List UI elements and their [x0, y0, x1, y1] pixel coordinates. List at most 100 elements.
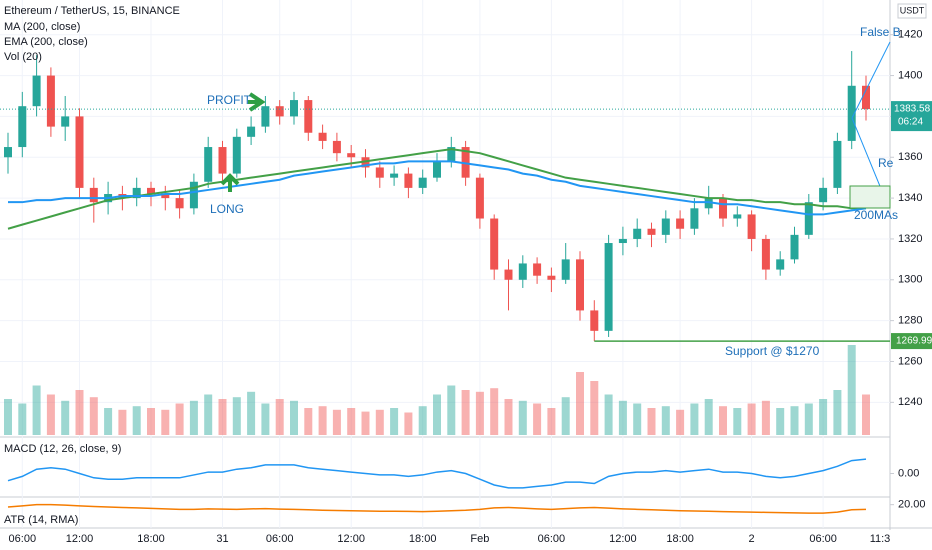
volume-bar [175, 403, 184, 435]
volume-bar [375, 409, 384, 435]
volume-bar [390, 408, 399, 435]
candle-body [318, 132, 327, 141]
volume-bar [32, 385, 41, 435]
candle-body [189, 181, 198, 209]
annotation: PROFIT [207, 93, 252, 107]
volume-bar [719, 406, 727, 435]
annotation: False B [860, 25, 901, 39]
volume-bar [4, 399, 12, 435]
candle-body [4, 147, 12, 158]
volume-bar [118, 409, 127, 435]
candle-body [647, 228, 656, 235]
candle-body [418, 177, 427, 188]
profit-arrow [248, 92, 266, 112]
candle-body [719, 198, 727, 219]
legend-ma: MA (200, close) [4, 21, 80, 33]
candle-body [761, 238, 770, 270]
legend-volume: Vol (20) [4, 51, 42, 63]
candle-body [175, 198, 184, 209]
volume-bar [232, 397, 241, 435]
x-tick-label: 18:00 [409, 533, 437, 545]
volume-bar [161, 409, 170, 435]
candle-body [304, 100, 313, 133]
y-tick-label: 0.00 [898, 467, 919, 479]
annotation: Re [878, 156, 894, 170]
candle-body [404, 173, 413, 188]
volume-bar [561, 397, 570, 435]
volume-bar [218, 399, 227, 435]
volume-bar [747, 403, 756, 435]
y-tick-label: 1240 [898, 396, 922, 408]
x-tick-label: 31 [216, 533, 228, 545]
candle-body [161, 194, 170, 199]
volume-bar [18, 403, 27, 435]
candle-body [618, 238, 627, 244]
last-price-label: 1383.58 [894, 104, 931, 115]
volume-bar [819, 399, 828, 435]
volume-bar [862, 394, 870, 435]
trend-line [851, 41, 891, 119]
x-tick-label: 18:00 [666, 533, 694, 545]
volume-bar [761, 400, 770, 435]
x-tick-label: 12:00 [609, 533, 637, 545]
candle-body [676, 218, 685, 229]
candle-body [833, 140, 842, 188]
price-badge [891, 101, 932, 132]
candle-body [776, 259, 785, 270]
candle-body [504, 269, 513, 280]
candle-body [75, 116, 84, 188]
candle-body [461, 147, 470, 178]
volume-bar [304, 408, 313, 435]
volume-bar [290, 400, 298, 435]
x-tick-label: 12:00 [337, 533, 365, 545]
candle-body [862, 85, 870, 110]
macd-line [7, 458, 867, 489]
volume-bar [61, 400, 70, 435]
x-tick-label: 18:00 [137, 533, 165, 545]
volume-bar [361, 411, 370, 435]
ema-line [8, 160, 867, 216]
volume-bar [618, 400, 627, 435]
volume-bar [46, 394, 55, 435]
volume-bar [104, 408, 113, 435]
candle-body [475, 177, 484, 219]
y-tick-label: 1340 [898, 192, 922, 204]
volume-bar [475, 391, 484, 435]
volume-bar [804, 403, 813, 435]
candle-body [347, 153, 356, 158]
candle-body [290, 100, 298, 117]
candle-body [433, 161, 441, 178]
y-tick-label: 20.00 [898, 499, 926, 511]
volume-bar [776, 408, 785, 435]
volume-bar [275, 399, 284, 435]
candle-body [32, 75, 41, 107]
y-tick-label: 1420 [898, 29, 922, 41]
candle-body [819, 187, 828, 203]
legend-ema: EMA (200, close) [4, 36, 88, 48]
x-tick-label: 06:00 [266, 533, 294, 545]
volume-bar [847, 345, 856, 435]
legend-macd: MACD (12, 26, close, 9) [4, 443, 121, 455]
volume-bar [433, 394, 441, 435]
volume-bar [261, 403, 270, 435]
candle-body [733, 214, 742, 219]
trend-line [851, 117, 885, 197]
candle-body [232, 136, 241, 174]
ma-line [7, 148, 866, 230]
currency-badge [897, 3, 927, 19]
candle-body [447, 147, 456, 162]
annotation: LONG [210, 202, 244, 216]
candle-body [332, 140, 341, 154]
candle-body [89, 187, 98, 203]
volume-bar [533, 403, 542, 435]
y-tick-label: 1300 [898, 274, 922, 286]
volume-bar [604, 394, 613, 435]
candle-body [633, 228, 642, 239]
volume-bar [75, 390, 84, 435]
volume-bar [189, 400, 198, 435]
volume-bar [647, 408, 656, 435]
volume-bar [518, 400, 527, 435]
volume-bar [633, 403, 642, 435]
volume-bar [347, 408, 356, 435]
volume-bar [704, 399, 713, 435]
